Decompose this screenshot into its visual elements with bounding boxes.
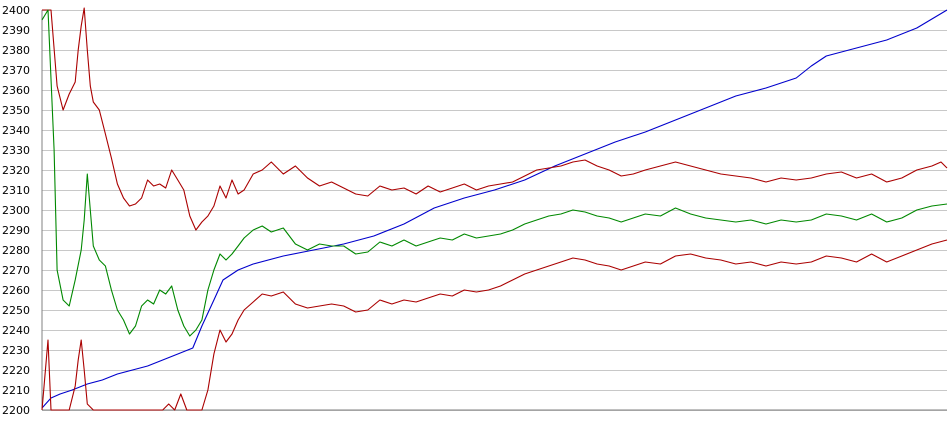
y-tick-label: 2320 <box>2 164 30 177</box>
y-tick-label: 2210 <box>2 384 30 397</box>
y-tick-label: 2260 <box>2 284 30 297</box>
y-tick-label: 2300 <box>2 204 30 217</box>
y-tick-label: 2230 <box>2 344 30 357</box>
y-tick-label: 2200 <box>2 404 30 417</box>
y-tick-label: 2250 <box>2 304 30 317</box>
series-lines <box>41 7 948 411</box>
y-axis-tick-labels: 2200 2210 2220 2230 2240 2250 2260 2270 2280 2290… <box>2 4 30 417</box>
y-tick-label: 2370 <box>2 64 30 77</box>
series-line-1 <box>41 9 948 409</box>
y-tick-label: 2310 <box>2 184 30 197</box>
y-tick-label: 2330 <box>2 144 30 157</box>
y-tick-label: 2220 <box>2 364 30 377</box>
y-tick-label: 2390 <box>2 24 30 37</box>
y-tick-label: 2340 <box>2 124 30 137</box>
grid-lines <box>42 10 947 411</box>
y-tick-label: 2270 <box>2 264 30 277</box>
y-tick-label: 2360 <box>2 84 30 97</box>
y-tick-label: 2380 <box>2 44 30 57</box>
y-tick-label: 2290 <box>2 224 30 237</box>
series-line-4 <box>41 239 948 411</box>
y-tick-label: 2400 <box>2 4 30 17</box>
series-line-3 <box>41 9 948 337</box>
y-tick-label: 2280 <box>2 244 30 257</box>
series-line-2 <box>42 7 948 231</box>
y-tick-label: 2240 <box>2 324 30 337</box>
y-tick-label: 2350 <box>2 104 30 117</box>
